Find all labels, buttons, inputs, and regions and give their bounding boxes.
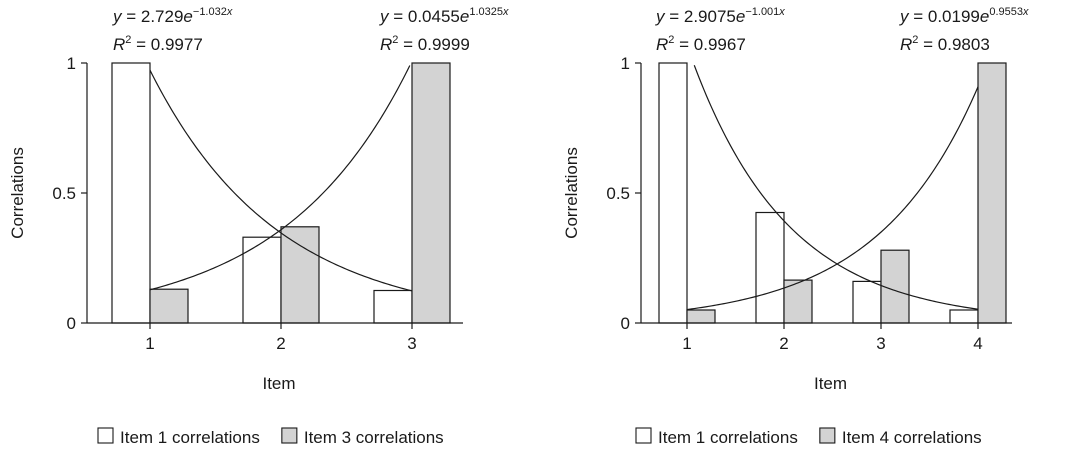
x-tick-label: 3 bbox=[407, 334, 416, 353]
bar-item-3-correlations-item-3 bbox=[411, 62, 451, 324]
y-tick-label: 1 bbox=[67, 54, 76, 73]
trendline-r2-2: R2 = 0.9803 bbox=[900, 34, 990, 54]
legend-swatch bbox=[97, 427, 114, 444]
legend-label: Item 4 correlations bbox=[842, 428, 982, 447]
bars bbox=[111, 62, 451, 324]
x-axis-title: Item bbox=[814, 374, 847, 393]
legend-swatch bbox=[281, 427, 298, 444]
y-axis-title: Correlations bbox=[8, 147, 27, 239]
bar-item-3-correlations-item-2 bbox=[280, 226, 320, 324]
trendline-2 bbox=[686, 86, 979, 311]
bar-item-3-correlations-item-1 bbox=[149, 288, 189, 324]
trendline-r2-1: R2 = 0.9967 bbox=[656, 34, 746, 54]
x-tick-label: 1 bbox=[145, 334, 154, 353]
legend-label: Item 3 correlations bbox=[304, 428, 444, 447]
bars bbox=[658, 62, 1007, 324]
legend-label: Item 1 correlations bbox=[120, 428, 260, 447]
trendline-r2-1: R2 = 0.9977 bbox=[113, 34, 203, 54]
bar-item-1-correlations-item-1 bbox=[658, 62, 688, 324]
trendline-equation-2: y = 0.0199e0.9553x bbox=[899, 6, 1029, 26]
x-tick-label: 1 bbox=[682, 334, 691, 353]
chart-2: 0 0.5 1 1 2 3 4 Item Correlations y = 2.9075e−1.0… bbox=[562, 6, 1029, 447]
bar-item-1-correlations-item-3 bbox=[373, 289, 413, 324]
trendline-1 bbox=[693, 65, 979, 310]
trendline-2 bbox=[149, 65, 411, 291]
x-tick-label: 2 bbox=[779, 334, 788, 353]
bar-item-4-correlations-item-1 bbox=[686, 309, 716, 324]
bar-item-1-correlations-item-4 bbox=[949, 309, 979, 324]
x-tick-label: 3 bbox=[876, 334, 885, 353]
trendline-1 bbox=[149, 69, 413, 292]
trendline-equation-1: y = 2.9075e−1.001x bbox=[655, 6, 785, 26]
y-tick-label: 1 bbox=[621, 54, 630, 73]
chart-1: 0 0.5 1 1 2 3 Item Correlations y = 2.729e−1.032… bbox=[8, 6, 509, 447]
bar-item-4-correlations-item-4 bbox=[977, 62, 1007, 324]
x-tick-label: 4 bbox=[973, 334, 982, 353]
y-axis-title: Correlations bbox=[562, 147, 581, 239]
legend-swatch bbox=[819, 427, 836, 444]
trendline-equation-2: y = 0.0455e1.0325x bbox=[379, 6, 509, 26]
legend-swatch bbox=[635, 427, 652, 444]
bar-item-1-correlations-item-3 bbox=[852, 280, 882, 324]
bar-item-1-correlations-item-1 bbox=[111, 62, 151, 324]
legend: Item 1 correlations Item 3 correlations bbox=[97, 427, 444, 447]
trendline-r2-2: R2 = 0.9999 bbox=[380, 34, 470, 54]
y-tick-label: 0.5 bbox=[606, 184, 630, 203]
trendline-equation-1: y = 2.729e−1.032x bbox=[112, 6, 233, 26]
x-tick-label: 2 bbox=[276, 334, 285, 353]
y-tick-label: 0 bbox=[621, 314, 630, 333]
y-tick-label: 0 bbox=[67, 314, 76, 333]
x-axis-title: Item bbox=[262, 374, 295, 393]
legend: Item 1 correlations Item 4 correlations bbox=[635, 427, 982, 447]
bar-item-1-correlations-item-2 bbox=[755, 211, 785, 324]
legend-label: Item 1 correlations bbox=[658, 428, 798, 447]
y-tick-label: 0.5 bbox=[52, 184, 76, 203]
bar-item-1-correlations-item-2 bbox=[242, 236, 282, 324]
bar-item-4-correlations-item-2 bbox=[783, 279, 813, 324]
